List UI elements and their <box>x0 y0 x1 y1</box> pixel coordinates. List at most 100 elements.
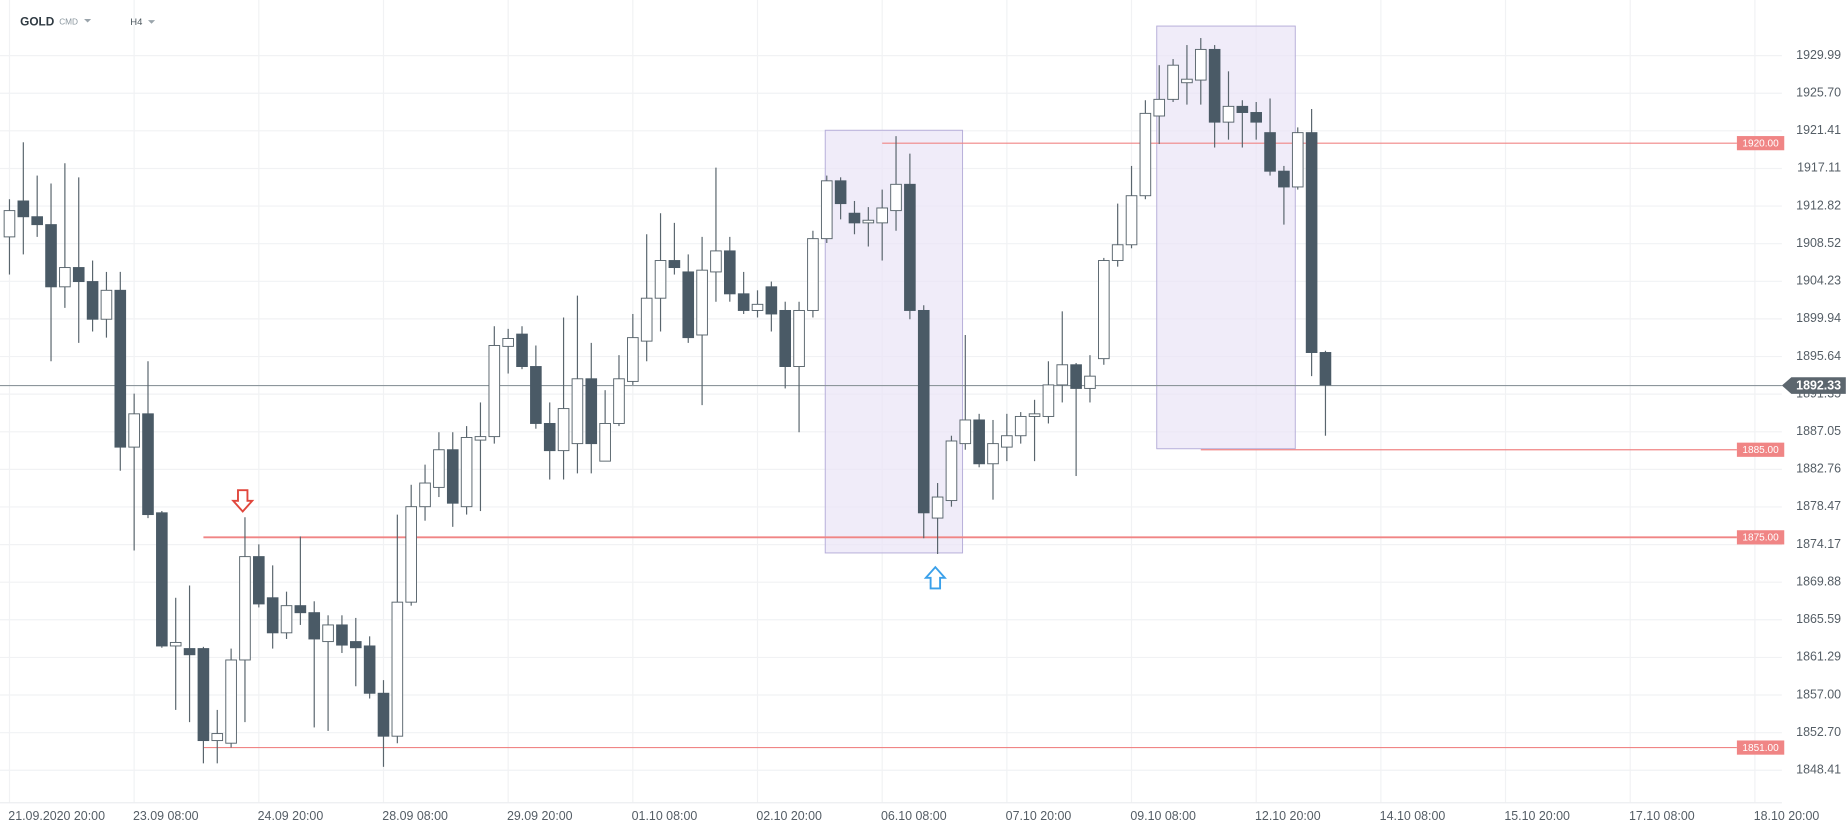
y-tick-label: 1904.23 <box>1796 274 1841 288</box>
y-tick-label: 1895.64 <box>1796 349 1841 363</box>
candle-body <box>3 210 16 238</box>
candle-body <box>169 641 182 647</box>
candle-body <box>1084 375 1096 389</box>
market-caret[interactable] <box>84 18 92 23</box>
candle-body <box>640 297 653 342</box>
candle-body <box>1125 195 1138 246</box>
candle-body <box>128 413 140 448</box>
buy-arrow <box>923 565 947 590</box>
candle-body <box>253 556 265 605</box>
candle-body <box>848 212 861 224</box>
timeframe-caret[interactable] <box>147 20 156 24</box>
x-tick-label: 29.09 20:00 <box>507 809 573 823</box>
candle-body <box>904 183 916 311</box>
candle-body <box>1111 244 1124 262</box>
y-tick-label: 1878.47 <box>1796 499 1841 513</box>
candle-body <box>1028 413 1041 417</box>
candle-body <box>1264 132 1276 172</box>
candle-body <box>100 289 113 320</box>
candle-body <box>779 309 792 368</box>
candle-body <box>1278 170 1290 188</box>
candle-body <box>1181 78 1193 84</box>
candle-body <box>197 648 210 742</box>
x-tick-label: 28.09 08:00 <box>382 809 448 823</box>
x-tick-label: 17.10 08:00 <box>1629 809 1695 823</box>
candle-body <box>294 605 307 614</box>
candle-body <box>973 419 985 465</box>
y-tick-label: 1925.70 <box>1796 86 1841 100</box>
y-tick-label: 1887.05 <box>1796 424 1841 438</box>
level-label: 1885.00 <box>1742 445 1779 456</box>
x-tick-label: 15.10 20:00 <box>1504 809 1570 823</box>
candle-body <box>1001 435 1013 448</box>
y-tick-label: 1857.00 <box>1796 687 1841 701</box>
y-tick-label: 1908.52 <box>1796 236 1841 250</box>
candle-body <box>156 512 168 647</box>
level-label-bg <box>1736 740 1785 755</box>
candle-body <box>308 612 321 640</box>
candle-body <box>1153 98 1166 117</box>
y-tick-label: 1921.41 <box>1796 123 1841 137</box>
candle-body <box>474 436 487 441</box>
x-tick-label: 18.10 20:00 <box>1754 809 1820 823</box>
candle-body <box>31 216 43 226</box>
symbol[interactable]: GOLD <box>20 15 55 29</box>
drawing-layer <box>0 25 1782 749</box>
candle-body <box>239 556 251 661</box>
y-tick-label: 1912.82 <box>1796 198 1841 212</box>
candle-body <box>17 200 30 218</box>
candle-body <box>86 281 99 320</box>
candle-body <box>890 183 902 212</box>
candle-body <box>183 648 196 656</box>
y-tick-label: 1865.59 <box>1796 612 1841 626</box>
candle-body <box>1250 112 1262 123</box>
market[interactable]: CMD <box>59 18 78 27</box>
y-tick-label: 1929.99 <box>1796 48 1841 62</box>
candle-body <box>959 419 972 445</box>
candle-body <box>1139 112 1152 197</box>
candle-body <box>585 378 598 445</box>
candle-body <box>1319 352 1332 386</box>
current-price-bg <box>1781 377 1846 394</box>
candle-body <box>557 408 570 452</box>
y-tick-label: 1848.41 <box>1796 763 1841 777</box>
candle-body <box>807 238 819 311</box>
y-tick-label: 1874.17 <box>1796 537 1841 551</box>
candle-body <box>627 337 639 382</box>
candle-body <box>1042 384 1055 417</box>
candle-body <box>917 309 930 514</box>
candle-body <box>931 496 944 519</box>
candle-body <box>419 482 431 508</box>
candle-body <box>1056 364 1069 386</box>
level-label-bg <box>1736 442 1785 457</box>
candle-body <box>391 601 404 737</box>
candle-body <box>1236 105 1249 113</box>
x-tick-label: 01.10 08:00 <box>632 809 698 823</box>
candle-body <box>1098 260 1110 360</box>
candle-body <box>433 449 445 488</box>
x-tick-label: 24.09 20:00 <box>258 809 324 823</box>
y-tick-label: 1882.76 <box>1796 462 1841 476</box>
candle-body <box>460 437 473 508</box>
candle-body <box>377 692 390 737</box>
y-tick-label: 1899.94 <box>1796 311 1841 325</box>
level-label-bg <box>1736 530 1785 545</box>
candle-body <box>488 345 501 438</box>
labels-layer: GOLD CMD H4 1929.99 1925.70 1921.41 1917.11… <box>8 15 1846 823</box>
candle-body <box>765 286 778 315</box>
marks-layer <box>3 38 1332 767</box>
timeframe[interactable]: H4 <box>130 17 142 28</box>
y-tick-label: 1869.88 <box>1796 574 1841 588</box>
y-tick-label: 1917.11 <box>1797 161 1841 175</box>
candle-body <box>1222 105 1235 123</box>
x-tick-label: 07.10 20:00 <box>1006 809 1072 823</box>
candle-body <box>446 449 459 504</box>
x-tick-label: 14.10 08:00 <box>1380 809 1446 823</box>
candle-body <box>59 267 71 288</box>
candle-body <box>530 366 542 424</box>
y-tick-label: 1861.29 <box>1796 650 1841 664</box>
candle-body <box>751 303 764 311</box>
level-label: 1920.00 <box>1742 138 1779 149</box>
x-tick-label: 09.10 08:00 <box>1130 809 1196 823</box>
